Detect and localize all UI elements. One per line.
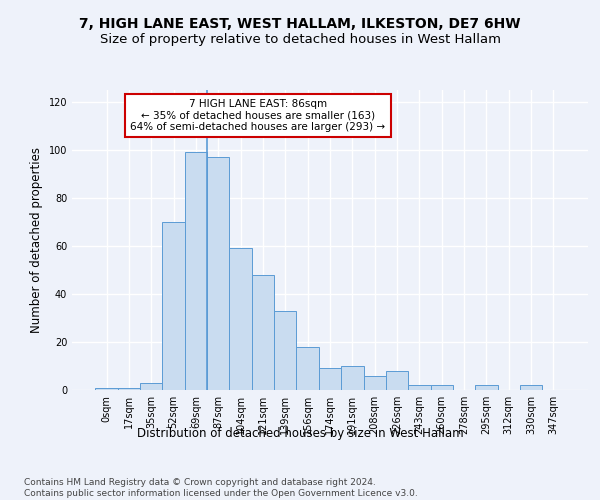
Text: 7, HIGH LANE EAST, WEST HALLAM, ILKESTON, DE7 6HW: 7, HIGH LANE EAST, WEST HALLAM, ILKESTON… [79, 18, 521, 32]
Bar [252, 275, 274, 390]
Bar [341, 366, 364, 390]
Text: Contains HM Land Registry data © Crown copyright and database right 2024.
Contai: Contains HM Land Registry data © Crown c… [24, 478, 418, 498]
Bar [207, 157, 229, 390]
Bar [163, 222, 185, 390]
Bar [364, 376, 386, 390]
Text: 7 HIGH LANE EAST: 86sqm
← 35% of detached houses are smaller (163)
64% of semi-d: 7 HIGH LANE EAST: 86sqm ← 35% of detache… [130, 99, 385, 132]
Bar [408, 385, 431, 390]
Text: Distribution of detached houses by size in West Hallam: Distribution of detached houses by size … [137, 428, 463, 440]
Bar [431, 385, 453, 390]
Bar [185, 152, 207, 390]
Bar [274, 311, 296, 390]
Bar [475, 385, 497, 390]
Bar [319, 368, 341, 390]
Bar [520, 385, 542, 390]
Bar [118, 388, 140, 390]
Text: Size of property relative to detached houses in West Hallam: Size of property relative to detached ho… [100, 32, 500, 46]
Bar [229, 248, 252, 390]
Bar [95, 388, 118, 390]
Bar [296, 347, 319, 390]
Bar [140, 383, 163, 390]
Y-axis label: Number of detached properties: Number of detached properties [30, 147, 43, 333]
Bar [386, 371, 408, 390]
